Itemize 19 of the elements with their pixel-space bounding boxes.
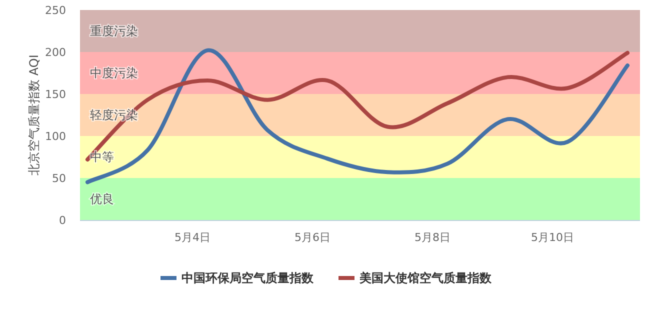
legend-label: 中国环保局空气质量指数	[182, 271, 314, 285]
x-tick-label: 5月6日	[294, 231, 330, 244]
y-tick-label: 150	[45, 88, 66, 101]
x-tick-label: 5月10日	[531, 231, 574, 244]
legend-label: 美国大使馆空气质量指数	[358, 271, 492, 285]
y-tick-label: 200	[45, 46, 66, 59]
band-label: 重度污染	[90, 24, 138, 38]
x-tick-label: 5月8日	[414, 231, 450, 244]
line-series	[86, 50, 630, 162]
y-tick-label: 100	[45, 130, 66, 143]
band-label: 优良	[90, 192, 114, 206]
y-axis-title: 北京空气质量指数 AQI	[27, 54, 41, 176]
line-series	[86, 48, 630, 184]
x-tick-label: 5月4日	[174, 231, 210, 244]
band-label: 中等	[90, 150, 114, 164]
y-tick-label: 250	[45, 4, 66, 17]
y-tick-label: 50	[52, 172, 66, 185]
y-tick-label: 0	[59, 214, 66, 227]
band-label: 中度污染	[90, 66, 138, 80]
